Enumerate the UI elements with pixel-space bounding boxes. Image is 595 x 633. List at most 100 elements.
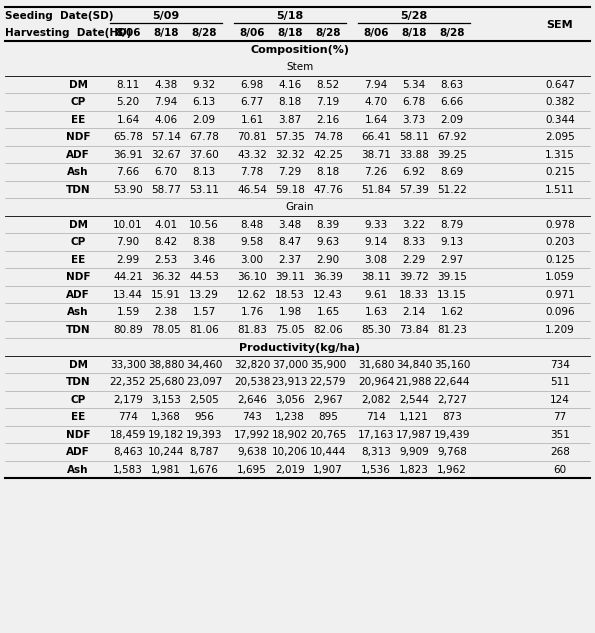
Text: 74.78: 74.78: [313, 132, 343, 142]
Text: 0.096: 0.096: [545, 307, 575, 317]
Text: 0.971: 0.971: [545, 290, 575, 299]
Text: 1,823: 1,823: [399, 465, 429, 475]
Text: 1,695: 1,695: [237, 465, 267, 475]
Text: 37.60: 37.60: [189, 149, 219, 160]
Text: 44.21: 44.21: [113, 272, 143, 282]
Text: 8,313: 8,313: [361, 447, 391, 457]
Text: 1,583: 1,583: [113, 465, 143, 475]
Text: 7.94: 7.94: [364, 80, 387, 90]
Text: 23,097: 23,097: [186, 377, 222, 387]
Text: 8,463: 8,463: [113, 447, 143, 457]
Text: 9.13: 9.13: [440, 237, 464, 248]
Text: 10.01: 10.01: [113, 220, 143, 230]
Text: DM: DM: [68, 220, 87, 230]
Text: 3.46: 3.46: [192, 254, 215, 265]
Text: 9.58: 9.58: [240, 237, 264, 248]
Text: EE: EE: [71, 254, 85, 265]
Text: 3.87: 3.87: [278, 115, 302, 125]
Text: DM: DM: [68, 80, 87, 90]
Text: Ash: Ash: [67, 307, 89, 317]
Text: Grain: Grain: [286, 201, 314, 211]
Text: 10.56: 10.56: [189, 220, 219, 230]
Text: 13.44: 13.44: [113, 290, 143, 299]
Text: 1.76: 1.76: [240, 307, 264, 317]
Text: 22,579: 22,579: [310, 377, 346, 387]
Text: 65.78: 65.78: [113, 132, 143, 142]
Text: ADF: ADF: [66, 149, 90, 160]
Text: NDF: NDF: [66, 430, 90, 440]
Text: 2,646: 2,646: [237, 395, 267, 404]
Text: 5.20: 5.20: [117, 97, 140, 107]
Text: 46.54: 46.54: [237, 185, 267, 195]
Text: 5/18: 5/18: [276, 11, 303, 21]
Text: 18.33: 18.33: [399, 290, 429, 299]
Text: Productivity(kg/ha): Productivity(kg/ha): [239, 343, 361, 353]
Text: 5/28: 5/28: [400, 11, 428, 21]
Text: 8.11: 8.11: [117, 80, 140, 90]
Text: 2.09: 2.09: [440, 115, 464, 125]
Text: 36.10: 36.10: [237, 272, 267, 282]
Text: 4.16: 4.16: [278, 80, 302, 90]
Text: 2,544: 2,544: [399, 395, 429, 404]
Text: 8.79: 8.79: [440, 220, 464, 230]
Text: 1,536: 1,536: [361, 465, 391, 475]
Text: 8/18: 8/18: [401, 28, 427, 38]
Text: TDN: TDN: [65, 185, 90, 195]
Text: Stem: Stem: [286, 62, 314, 72]
Text: 2,179: 2,179: [113, 395, 143, 404]
Text: Ash: Ash: [67, 167, 89, 177]
Text: 36.32: 36.32: [151, 272, 181, 282]
Text: 59.18: 59.18: [275, 185, 305, 195]
Text: 8/28: 8/28: [191, 28, 217, 38]
Text: 4.70: 4.70: [364, 97, 387, 107]
Text: 42.25: 42.25: [313, 149, 343, 160]
Text: 8.18: 8.18: [317, 167, 340, 177]
Text: 0.203: 0.203: [545, 237, 575, 248]
Text: 4.38: 4.38: [154, 80, 178, 90]
Text: 17,987: 17,987: [396, 430, 432, 440]
Text: 8.69: 8.69: [440, 167, 464, 177]
Text: 39.11: 39.11: [275, 272, 305, 282]
Text: 39.72: 39.72: [399, 272, 429, 282]
Text: 39.25: 39.25: [437, 149, 467, 160]
Text: 12.43: 12.43: [313, 290, 343, 299]
Text: 1.315: 1.315: [545, 149, 575, 160]
Text: 13.15: 13.15: [437, 290, 467, 299]
Text: 81.83: 81.83: [237, 325, 267, 335]
Text: 0.647: 0.647: [545, 80, 575, 90]
Text: 1.61: 1.61: [240, 115, 264, 125]
Text: 8.63: 8.63: [440, 80, 464, 90]
Text: SEM: SEM: [547, 20, 574, 30]
Text: 34,840: 34,840: [396, 360, 432, 370]
Text: 73.84: 73.84: [399, 325, 429, 335]
Text: 4.06: 4.06: [155, 115, 177, 125]
Text: 9.32: 9.32: [192, 80, 215, 90]
Text: ADF: ADF: [66, 290, 90, 299]
Text: 2.53: 2.53: [154, 254, 178, 265]
Text: 57.39: 57.39: [399, 185, 429, 195]
Text: EE: EE: [71, 412, 85, 422]
Text: 6.98: 6.98: [240, 80, 264, 90]
Text: 743: 743: [242, 412, 262, 422]
Text: DM: DM: [68, 360, 87, 370]
Text: 8.47: 8.47: [278, 237, 302, 248]
Text: 57.14: 57.14: [151, 132, 181, 142]
Text: 8/06: 8/06: [239, 28, 265, 38]
Text: 1,368: 1,368: [151, 412, 181, 422]
Text: 7.66: 7.66: [117, 167, 140, 177]
Text: CP: CP: [70, 97, 86, 107]
Text: 5.34: 5.34: [402, 80, 425, 90]
Text: 13.29: 13.29: [189, 290, 219, 299]
Text: 53.11: 53.11: [189, 185, 219, 195]
Text: Seeding  Date(SD): Seeding Date(SD): [5, 11, 114, 21]
Text: 8.42: 8.42: [154, 237, 178, 248]
Text: Ash: Ash: [67, 465, 89, 475]
Text: 17,992: 17,992: [234, 430, 270, 440]
Text: 3.22: 3.22: [402, 220, 425, 230]
Text: 3.73: 3.73: [402, 115, 425, 125]
Text: 1.64: 1.64: [117, 115, 140, 125]
Text: EE: EE: [71, 115, 85, 125]
Text: 873: 873: [442, 412, 462, 422]
Text: 1.63: 1.63: [364, 307, 387, 317]
Text: 0.382: 0.382: [545, 97, 575, 107]
